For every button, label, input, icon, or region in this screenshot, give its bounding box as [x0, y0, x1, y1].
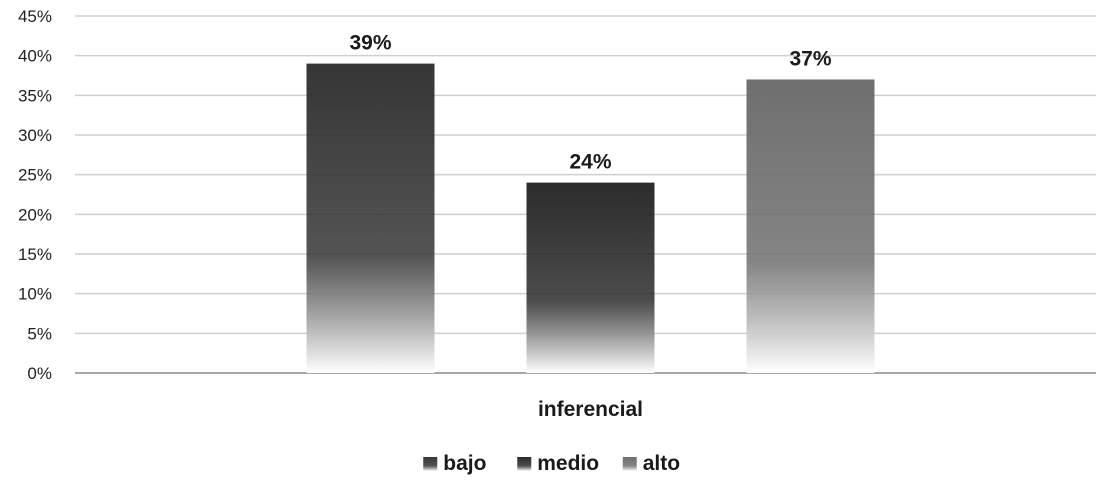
y-tick-label: 40%: [18, 47, 52, 66]
legend-label-alto: alto: [643, 452, 680, 475]
legend-swatch-alto: [622, 457, 637, 471]
data-label-bajo: 39%: [349, 32, 391, 55]
y-tick-label: 35%: [18, 86, 52, 105]
data-labels: 39% 24% 37%: [349, 32, 831, 174]
y-tick-label: 20%: [18, 205, 52, 224]
legend-label-bajo: bajo: [443, 452, 486, 475]
bar-bajo: [306, 63, 435, 373]
bar-alto: [746, 79, 875, 373]
legend: bajo medio alto: [423, 452, 680, 475]
y-tick-label: 45%: [18, 7, 52, 26]
data-label-alto: 37%: [789, 47, 831, 70]
x-axis-categories: inferencial: [538, 398, 643, 421]
bars: [306, 63, 875, 373]
x-category-label: inferencial: [538, 398, 643, 421]
legend-label-medio: medio: [537, 452, 599, 475]
y-tick-label: 0%: [27, 364, 52, 383]
bar-medio: [526, 182, 655, 373]
y-tick-label: 5%: [27, 324, 52, 343]
data-label-medio: 24%: [569, 151, 611, 174]
legend-swatch-bajo: [423, 457, 438, 471]
y-axis-ticks: 0% 5% 10% 15% 20% 25% 30% 35% 40% 45%: [18, 7, 52, 383]
y-tick-label: 25%: [18, 166, 52, 185]
y-tick-label: 30%: [18, 126, 52, 145]
legend-swatch-medio: [517, 457, 532, 471]
y-tick-label: 10%: [18, 285, 52, 304]
y-tick-label: 15%: [18, 245, 52, 264]
